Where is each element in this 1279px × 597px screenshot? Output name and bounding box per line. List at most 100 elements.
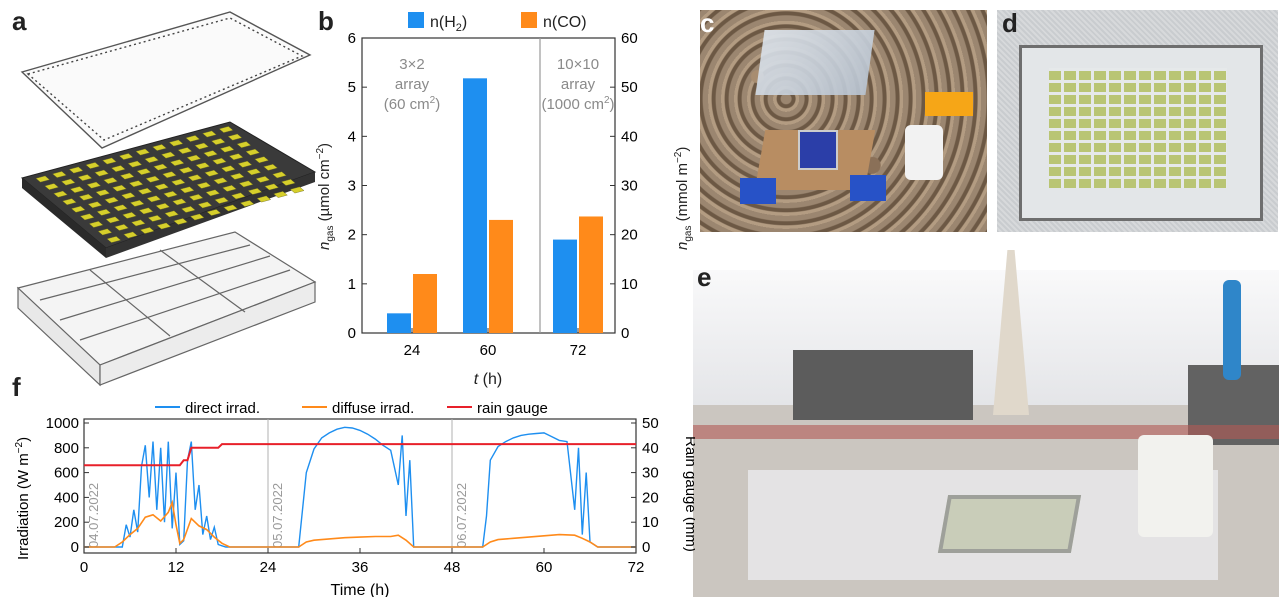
photo-gas-cylinder — [1223, 280, 1241, 380]
catalyst-cell — [152, 144, 167, 151]
ytick-label-left-f: 400 — [54, 489, 79, 506]
catalyst-cell — [236, 141, 252, 148]
annotation-small-array: 3×2 array (60 cm2) — [384, 56, 440, 113]
xtick-label-f: 48 — [444, 559, 461, 576]
catalyst-cell — [219, 145, 235, 153]
photo-water-bottle — [905, 125, 943, 180]
ytick-label-left-f: 200 — [54, 514, 79, 531]
date-label: 04.07.2022 — [86, 483, 101, 548]
catalyst-cell — [229, 172, 245, 180]
catalyst-cell — [228, 153, 244, 161]
y-axis-label-left: ngas (µmol cm−2) — [315, 143, 336, 250]
bar-h2-60 — [463, 78, 487, 333]
photo-rooftop-setup — [693, 240, 1279, 597]
catalyst-cell — [227, 133, 243, 141]
legend-label-diffuse: diffuse irrad. — [332, 400, 414, 417]
ytick-label-left: 0 — [348, 325, 356, 342]
catalyst-cell — [114, 224, 129, 231]
catalyst-cell — [195, 162, 210, 170]
catalyst-cell — [177, 147, 193, 154]
catalyst-cell — [179, 186, 195, 194]
catalyst-cell — [153, 163, 168, 171]
series-direct-irradiation — [84, 426, 636, 548]
photo-tent-wall — [693, 270, 1279, 405]
photo-small-array-setup — [700, 10, 987, 232]
ytick-label-left: 5 — [348, 79, 356, 96]
xtick-label: 24 — [404, 342, 421, 359]
svg-text:3×2: 3×2 — [399, 56, 424, 73]
xtick-label: 72 — [570, 342, 587, 359]
catalyst-cell — [178, 166, 194, 174]
catalyst-cell — [87, 201, 103, 209]
catalyst-cell — [194, 142, 209, 150]
catalyst-cell — [162, 171, 177, 179]
ytick-label-left: 4 — [348, 128, 356, 145]
svg-text:(1000 cm2): (1000 cm2) — [541, 95, 614, 113]
catalyst-cell — [131, 219, 146, 227]
catalyst-cell — [139, 227, 155, 234]
ytick-label-left: 3 — [348, 178, 356, 195]
svg-text:(60 cm2): (60 cm2) — [384, 95, 440, 113]
catalyst-cell — [129, 199, 145, 207]
catalyst-cell — [122, 212, 137, 219]
catalyst-cell — [239, 200, 255, 207]
date-label: 06.07.2022 — [454, 483, 469, 548]
catalyst-cell — [289, 186, 305, 194]
catalyst-cell — [213, 177, 228, 185]
catalyst-cell — [52, 171, 67, 178]
catalyst-cell — [203, 150, 218, 157]
svg-text:10×10: 10×10 — [557, 56, 599, 73]
catalyst-cell — [118, 153, 134, 160]
irradiation-line-chart: direct irrad. diffuse irrad. rain gauge … — [14, 400, 695, 597]
catalyst-cell — [78, 193, 94, 201]
catalyst-cell — [238, 180, 254, 188]
catalyst-cell — [35, 175, 50, 183]
bar-co-72 — [579, 216, 603, 333]
catalyst-tray — [20, 121, 317, 258]
photo-reactor-small — [798, 130, 838, 170]
catalyst-cell — [221, 165, 236, 173]
catalyst-cell — [53, 190, 68, 198]
catalyst-cell — [214, 197, 229, 204]
catalyst-cell — [206, 209, 222, 216]
catalyst-cell — [186, 154, 202, 162]
y-axis-label-right-f: Rain gauge (mm) — [682, 436, 695, 552]
catalyst-cell — [86, 181, 102, 189]
ytick-label-right: 30 — [621, 178, 638, 195]
catalyst-cell — [212, 157, 227, 165]
catalyst-cell — [247, 188, 263, 195]
catalyst-cell — [128, 180, 144, 188]
catalyst-cell — [71, 205, 86, 213]
ytick-label-right: 50 — [621, 79, 638, 96]
catalyst-cell — [246, 168, 262, 176]
annotation-large-array: 10×10 array (1000 cm2) — [541, 56, 614, 113]
bar-h2-72 — [553, 239, 577, 333]
catalyst-cell — [102, 157, 117, 165]
catalyst-cell — [97, 228, 113, 236]
catalyst-cell — [68, 166, 84, 174]
photo-reflector-sheet — [755, 30, 875, 95]
catalyst-cell — [69, 186, 85, 193]
catalyst-cell — [156, 222, 172, 230]
xtick-label-f: 60 — [536, 559, 553, 576]
bar-h2-24 — [387, 313, 411, 333]
catalyst-cell — [196, 181, 212, 189]
photo-canisters — [1138, 435, 1213, 537]
catalyst-cell — [106, 236, 122, 243]
catalyst-cell — [256, 195, 272, 203]
catalyst-cell — [188, 194, 204, 201]
photo-large-array-reactor — [997, 10, 1278, 232]
catalyst-cell — [231, 192, 246, 200]
catalyst-cell — [181, 206, 196, 213]
catalyst-cell — [138, 207, 154, 215]
ytick-label-right-f: 30 — [642, 465, 659, 482]
catalyst-cell — [281, 179, 296, 186]
xtick-label-f: 12 — [168, 559, 185, 576]
ytick-label-right: 10 — [621, 276, 638, 293]
ytick-label-left: 2 — [348, 227, 356, 244]
catalyst-cell — [197, 201, 213, 209]
catalyst-cell — [154, 183, 169, 191]
catalyst-cell — [137, 187, 153, 195]
ytick-label-right: 20 — [621, 227, 638, 244]
